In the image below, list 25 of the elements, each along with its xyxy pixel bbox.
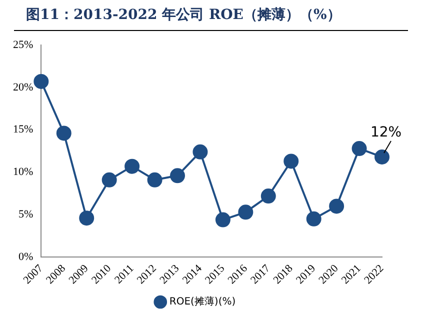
- point: [238, 204, 254, 220]
- y-tick-label: 15%: [12, 124, 34, 136]
- y-tick-label: 10%: [12, 166, 34, 178]
- point: [170, 168, 185, 184]
- point: [284, 154, 299, 169]
- point: [124, 158, 140, 174]
- annotation: 12%: [370, 124, 402, 141]
- point: [79, 210, 94, 226]
- point: [260, 188, 276, 204]
- point: [147, 172, 162, 188]
- point: [56, 126, 72, 141]
- legend-label: ROE(摊薄)(%): [169, 296, 236, 308]
- point: [374, 149, 390, 164]
- y-tick-label: 20%: [12, 81, 34, 94]
- y-tick-label: 25%: [12, 38, 34, 51]
- point: [192, 144, 208, 160]
- chart-title: 图11：2013-2022 年公司 ROE（摊薄）（%）: [14, 4, 408, 31]
- point: [329, 198, 344, 214]
- point: [352, 141, 367, 156]
- point: [215, 212, 230, 228]
- y-tick-label: 0%: [18, 251, 34, 263]
- point: [34, 74, 49, 89]
- point: [306, 211, 322, 226]
- point: [102, 172, 117, 188]
- y-tick-label: 5%: [18, 208, 34, 221]
